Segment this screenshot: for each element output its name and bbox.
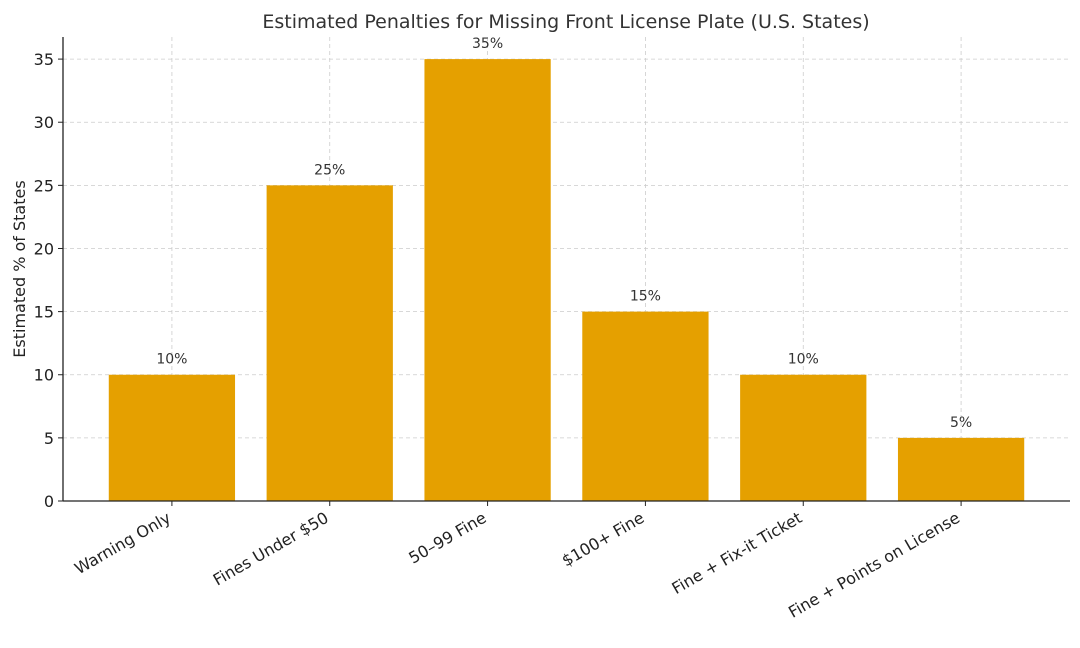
- x-tick-label: Warning Only: [71, 508, 174, 578]
- y-tick-label: 25: [34, 176, 54, 195]
- bar: [108, 374, 236, 501]
- x-tick-label: Fine + Points on License: [785, 508, 963, 622]
- x-tick-label: Fine + Fix-it Ticket: [669, 508, 806, 598]
- bar-data-label: 5%: [950, 415, 972, 431]
- bar-data-label: 35%: [472, 36, 503, 52]
- x-tick-label: $100+ Fine: [559, 508, 648, 570]
- bar-data-label: 10%: [788, 352, 819, 368]
- y-tick-label: 5: [44, 429, 54, 448]
- y-tick-label: 20: [34, 239, 54, 258]
- bar: [424, 59, 551, 501]
- x-tick-label: Fines Under $50: [210, 508, 332, 589]
- bar-data-label: 25%: [314, 162, 345, 178]
- y-tick-label: 35: [34, 50, 54, 69]
- y-tick-label: 10: [34, 366, 54, 385]
- bar: [897, 437, 1025, 501]
- chart-title: Estimated Penalties for Missing Front Li…: [262, 11, 869, 33]
- y-tick-label: 15: [34, 303, 54, 322]
- bar: [740, 374, 867, 501]
- bar-data-label: 15%: [630, 289, 661, 305]
- y-tick-label: 0: [44, 492, 54, 511]
- y-tick-label: 30: [34, 113, 54, 132]
- y-axis-label: Estimated % of States: [10, 180, 29, 357]
- bar-data-label: 10%: [156, 352, 187, 368]
- bar: [582, 311, 709, 501]
- bar: [266, 185, 393, 501]
- x-tick-label: 50–99 Fine: [405, 508, 489, 568]
